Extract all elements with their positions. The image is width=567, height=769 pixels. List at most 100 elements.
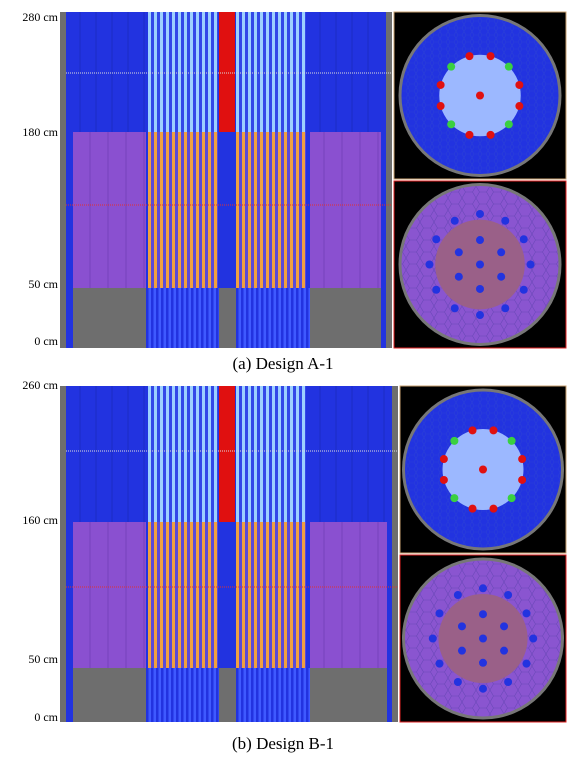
rod: [465, 131, 473, 139]
stripe: [181, 288, 184, 348]
rod: [440, 455, 448, 463]
stripe: [306, 288, 309, 348]
height-label: 50 cm: [28, 652, 58, 666]
rod: [479, 610, 487, 618]
stripe: [176, 288, 179, 348]
stripe-bg: [236, 132, 306, 288]
stripe: [191, 668, 194, 722]
stripe: [216, 668, 219, 722]
rod: [447, 120, 455, 128]
rod: [489, 505, 497, 513]
stripe: [286, 668, 289, 722]
fuel-right: [310, 522, 387, 668]
rod: [504, 678, 512, 686]
stripe: [266, 12, 269, 132]
rod: [479, 584, 487, 592]
stripe: [186, 288, 189, 348]
stripe: [296, 386, 299, 522]
stripe: [296, 132, 299, 288]
rod: [465, 52, 473, 60]
stripe: [301, 668, 304, 722]
shield: [219, 288, 236, 348]
stripe: [260, 132, 263, 288]
shield: [310, 668, 387, 722]
stripe: [178, 386, 181, 522]
rod: [451, 304, 459, 312]
rod: [508, 494, 516, 502]
stripe: [302, 386, 305, 522]
rod: [520, 235, 528, 243]
stripe: [148, 132, 151, 288]
caption: (a) Design A-1: [232, 354, 333, 373]
stripe: [171, 668, 174, 722]
stripe: [190, 132, 193, 288]
stripe: [172, 12, 175, 132]
rod: [497, 273, 505, 281]
rod: [476, 285, 484, 293]
stripe: [214, 12, 217, 132]
stripe-bg: [148, 132, 218, 288]
stripe: [266, 386, 269, 522]
side-border: [392, 386, 398, 722]
stripe-bg: [236, 522, 306, 668]
rod: [504, 591, 512, 599]
rod: [522, 609, 530, 617]
stripe: [191, 288, 194, 348]
rod: [437, 102, 445, 110]
stripe: [160, 132, 163, 288]
stripe: [208, 132, 211, 288]
side-border: [386, 12, 392, 348]
stripe: [290, 386, 293, 522]
rod: [497, 248, 505, 256]
rod: [469, 426, 477, 434]
stripe: [154, 522, 157, 668]
rod: [447, 63, 455, 71]
stripe: [178, 12, 181, 132]
rod: [518, 455, 526, 463]
stripe: [284, 132, 287, 288]
stripe: [202, 132, 205, 288]
stripe: [166, 288, 169, 348]
stripe: [151, 288, 154, 348]
rod: [476, 210, 484, 218]
stripe: [160, 12, 163, 132]
stripe: [246, 288, 249, 348]
stripe: [302, 522, 305, 668]
rod: [522, 660, 530, 668]
stripe: [242, 12, 245, 132]
stripe: [254, 386, 257, 522]
stripe: [271, 668, 274, 722]
height-label: 160 cm: [22, 513, 58, 527]
stripe: [166, 522, 169, 668]
stripe-bg: [148, 522, 218, 668]
stripe: [148, 386, 151, 522]
stripe: [211, 288, 214, 348]
stripe: [202, 386, 205, 522]
stripe-bg: [148, 12, 218, 132]
stripe: [260, 12, 263, 132]
rod: [436, 609, 444, 617]
stripe: [290, 522, 293, 668]
stripe: [260, 522, 263, 668]
stripe: [248, 132, 251, 288]
fuel-left: [73, 132, 146, 288]
stripe: [251, 288, 254, 348]
stripe: [290, 132, 293, 288]
rod: [529, 635, 537, 643]
stripe: [184, 522, 187, 668]
stripe: [178, 132, 181, 288]
stripe: [241, 668, 244, 722]
rod: [500, 647, 508, 655]
height-label: 280 cm: [22, 10, 58, 24]
stripe: [296, 522, 299, 668]
stripe: [276, 288, 279, 348]
stripe: [166, 386, 169, 522]
stripe: [260, 386, 263, 522]
figure: 280 cm180 cm50 cm0 cm(a) Design A-1260 c…: [0, 0, 567, 769]
stripe: [201, 668, 204, 722]
stripe: [296, 12, 299, 132]
stripe: [184, 132, 187, 288]
rod: [487, 131, 495, 139]
stripe: [202, 522, 205, 668]
stripe: [172, 132, 175, 288]
